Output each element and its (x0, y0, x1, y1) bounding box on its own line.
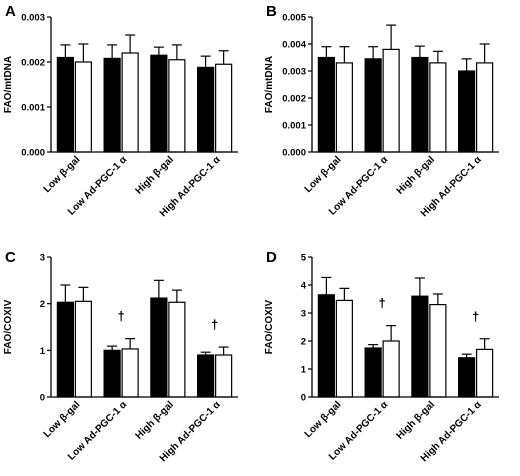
y-tick-label-c: 3 (40, 253, 45, 264)
significance-marker-c: † (211, 317, 218, 332)
y-tick-label-a: 0.002 (21, 58, 45, 69)
y-axis-label-c: FAO/COXIV (3, 299, 14, 354)
bar-a-filled (103, 57, 121, 153)
bar-b-filled (364, 58, 382, 153)
y-tick-label-a: 0.000 (21, 148, 45, 159)
bar-b-filled (458, 70, 476, 153)
y-tick-label-d: 0 (301, 393, 306, 404)
bar-d-open (476, 348, 494, 398)
panel-letter-c: C (5, 249, 16, 266)
y-tick-label-d: 2 (301, 337, 306, 348)
bar-a-filled (56, 56, 74, 153)
panel-letter-b: B (266, 3, 277, 20)
y-tick-label-d: 3 (301, 309, 306, 320)
y-tick-label-a: 0.003 (21, 13, 45, 24)
y-tick-label-d: 1 (301, 365, 307, 376)
bar-c-filled (103, 349, 121, 398)
y-tick-label-b: 0.000 (282, 148, 306, 159)
y-tick-label-b: 0.004 (282, 40, 306, 51)
bar-c-filled (56, 301, 74, 398)
bar-c-open (168, 301, 186, 398)
bar-a-filled (197, 66, 215, 153)
bar-d-open (382, 340, 400, 398)
bar-d-filled (317, 294, 335, 398)
panel-letter-a: A (5, 3, 16, 20)
bar-c-open (215, 354, 233, 398)
y-tick-label-c: 1 (40, 346, 46, 357)
x-tick-label-b: Low β-gal (303, 154, 344, 195)
bar-b-open (382, 48, 400, 153)
x-tick-label-c: High β-gal (134, 399, 176, 441)
y-tick-label-b: 0.005 (282, 13, 306, 24)
y-axis-label-d: FAO/COXIV (264, 299, 275, 354)
significance-marker-c: † (118, 309, 125, 324)
x-tick-label-c: Low β-gal (42, 399, 83, 440)
bar-c-open (74, 300, 92, 398)
y-axis-label-a: FAO/mtDNA (3, 56, 14, 113)
y-tick-label-c: 0 (40, 393, 45, 404)
y-tick-label-b: 0.002 (282, 94, 306, 105)
bar-b-open (335, 62, 353, 153)
y-tick-label-a: 0.001 (21, 103, 45, 114)
x-tick-label-a: Low β-gal (42, 154, 83, 195)
x-tick-label-b: High β-gal (395, 154, 437, 196)
bar-d-open (429, 304, 447, 398)
bar-c-filled (197, 354, 215, 398)
bar-b-open (476, 62, 494, 153)
bar-d-filled (458, 357, 476, 398)
bar-d-filled (364, 347, 382, 398)
bar-c-filled (150, 297, 168, 398)
bar-c-open (121, 348, 139, 398)
bar-b-filled (317, 56, 335, 153)
bar-d-filled (411, 295, 429, 398)
y-tick-label-d: 5 (301, 253, 307, 264)
y-tick-label-c: 2 (40, 299, 45, 310)
significance-marker-d: † (379, 296, 386, 311)
bar-b-filled (411, 56, 429, 153)
y-tick-label-d: 4 (301, 281, 307, 292)
y-axis-label-b: FAO/mtDNA (264, 56, 275, 113)
bar-a-open (168, 59, 186, 153)
bar-a-open (74, 61, 92, 153)
bar-d-open (335, 299, 353, 398)
bar-a-open (121, 52, 139, 153)
bar-a-filled (150, 54, 168, 153)
bar-a-open (215, 63, 233, 153)
bar-b-open (429, 62, 447, 153)
x-tick-label-a: High β-gal (134, 154, 176, 196)
y-tick-label-b: 0.003 (282, 67, 306, 78)
significance-marker-d: † (472, 309, 479, 324)
y-tick-label-b: 0.001 (282, 121, 306, 132)
chart-panel-b: B FAO/mtDNA 0.000 0.001 0.002 0.003 0.004 0.005… (264, 3, 499, 219)
panel-letter-d: D (266, 249, 277, 266)
x-tick-label-d: Low β-gal (303, 399, 344, 440)
x-tick-label-d: High β-gal (395, 399, 437, 441)
